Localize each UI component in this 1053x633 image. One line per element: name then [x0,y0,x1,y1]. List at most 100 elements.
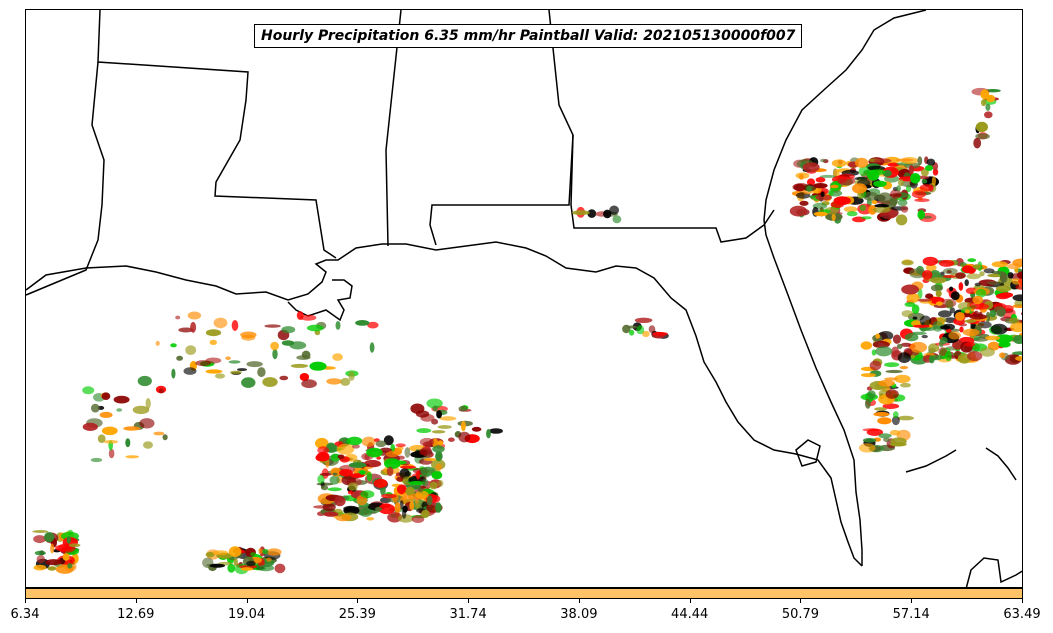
precip-blob [289,341,307,350]
precip-blob [33,564,47,571]
precip-blob [901,284,919,295]
precip-blob [959,326,964,333]
precip-blob [327,487,342,492]
precip-blob [889,429,901,436]
precip-blob [998,341,1011,348]
precip-blob [884,377,898,381]
precip-blob [397,514,414,523]
colorbar-tick-label: 38.09 [560,607,598,622]
colorbar-tick [800,599,802,603]
precip-blob [458,431,471,443]
precip-blob [316,451,330,462]
precip-blob [974,282,981,287]
precip-blob [437,479,444,487]
precip-blob [995,285,1012,292]
precip-blob [894,374,911,384]
precip-blob [919,184,934,192]
precip-blob [896,343,903,350]
precip-blob [940,298,957,308]
colorbar-tick [689,599,691,603]
precip-blob [609,205,619,215]
precip-blob [972,295,984,305]
precip-blob [175,315,181,320]
precip-blob [340,377,351,386]
precip-blob [961,265,974,274]
precip-blob [301,379,317,389]
precip-blob [991,271,1005,275]
precip-blob [47,566,57,571]
precip-blob [626,325,638,329]
precip-blob [99,411,113,418]
precip-blob [1017,277,1022,285]
state-border [429,10,574,246]
precip-blob [872,340,890,349]
precip-blob [274,563,286,574]
precip-blob [395,443,406,448]
precip-blob [914,198,930,203]
precip-blob [351,444,360,449]
precip-blob [867,165,885,171]
precip-blob [901,260,914,266]
precip-blob [942,267,958,275]
state-border [385,10,402,247]
precip-blob [967,351,983,362]
precip-blob [266,548,282,556]
precip-blob [45,559,62,566]
precip-blob [871,349,877,356]
precip-blob [815,177,826,183]
precip-blob [396,484,407,495]
precip-blob [359,470,366,475]
precip-blob [862,191,879,201]
precip-blob [458,405,468,412]
precip-blob [955,272,966,279]
colorbar-tick-label: 25.39 [338,607,376,622]
precip-blob [290,363,309,368]
precip-blob [878,379,895,387]
precip-blob [973,137,982,149]
precip-blob [898,179,904,187]
precip-blob [171,368,176,379]
precip-blob [896,185,901,192]
precip-blob [250,552,257,557]
precip-blob [420,466,436,476]
coastline [287,279,353,322]
precip-blob [101,392,111,401]
precip-blob [873,412,890,417]
precip-blob [1021,312,1022,316]
precip-blob [348,462,367,468]
precip-blob [885,369,903,374]
precip-blob [875,346,893,357]
precip-blob [399,468,410,480]
precip-blob [859,204,867,211]
precip-blob [330,453,340,462]
lake-okeechobee [795,439,821,467]
precip-blob [925,165,933,171]
precip-blob [386,466,394,477]
precip-blob [852,183,867,194]
precip-blob [572,210,590,216]
precip-blob [334,495,346,507]
precip-blob [873,158,892,164]
precip-blob [981,99,987,107]
precip-blob [993,306,1006,316]
precip-blob [346,436,363,446]
precip-blob [917,156,923,166]
precip-blob [405,486,415,497]
precip-blob [799,200,809,206]
colorbar-tick-label: 19.04 [227,607,266,622]
precip-blob [67,563,73,569]
precip-blob [432,405,438,412]
precip-blob [917,210,925,220]
precip-blob [320,485,329,491]
precip-blob [938,347,948,357]
precip-blob [436,410,442,419]
precip-blob [922,270,933,280]
precip-blob [326,378,342,385]
precip-blob [231,320,239,331]
precip-blob [270,341,279,351]
precip-blob [348,371,355,381]
precip-blob [887,162,900,167]
map-canvas [26,10,1022,587]
precip-blob [652,332,668,336]
precip-blob [813,211,828,217]
